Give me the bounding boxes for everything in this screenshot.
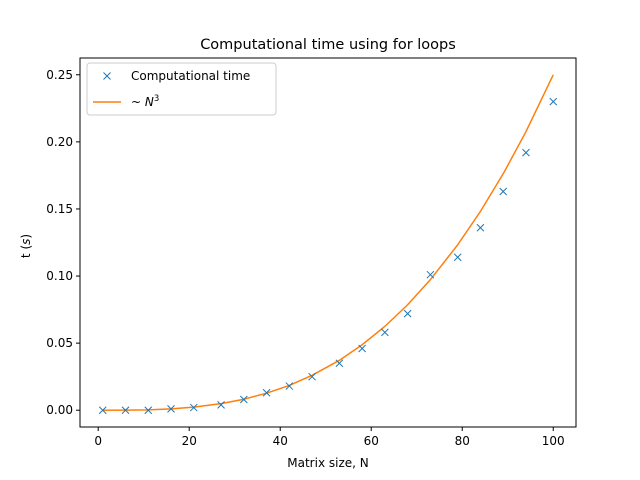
data-point [98,406,107,415]
x-tick-label: 100 [542,434,565,448]
data-point [262,388,271,397]
data-point [239,395,248,404]
data-point [189,403,198,412]
x-tick-label: 0 [94,434,102,448]
legend-label-fit-exp: 3 [154,94,159,104]
data-point [403,309,412,318]
x-tick-label: 40 [273,434,288,448]
data-point [453,253,462,262]
legend-label-fit-var: N [145,95,154,109]
y-axis-label: t (s) [19,234,33,258]
y-axis-label-main: t ( [19,245,33,258]
data-point [358,344,366,353]
data-point [167,405,175,413]
data-point [121,406,130,415]
data-point [381,328,389,337]
y-axis: 0.00 0.05 0.10 0.15 0.20 0.25 [46,68,80,417]
data-point [308,372,316,381]
legend-label-computational-time: Computational time [131,69,250,83]
legend-x-marker [103,72,111,80]
legend: Computational time ~ N3 [86,62,277,116]
y-tick-label: 0.00 [46,403,73,417]
data-point [144,406,153,415]
legend-label-fit: ~ N3 [131,94,159,109]
legend-marker-computational-time [103,72,111,80]
x-axis-label: Matrix size, N [287,456,368,470]
y-tick-label: 0.10 [46,269,73,283]
data-point [285,382,294,390]
data-point [499,187,508,196]
data-point [476,223,485,232]
data-point [335,359,344,368]
x-axis: 0 20 40 60 80 100 [94,427,565,448]
y-tick-label: 0.25 [46,68,73,82]
series-fit-line [102,74,554,411]
legend-box [86,62,277,116]
y-axis-label-end: ) [19,234,33,239]
legend-label-fit-prefix: ~ [131,95,145,109]
y-axis-label-unit: s [19,239,33,245]
y-tick-label: 0.20 [46,135,73,149]
chart-title: Computational time using for loops [200,37,456,53]
data-point [549,97,558,106]
y-tick-label: 0.15 [46,202,73,216]
series-computational-time [98,97,558,415]
data-point [217,401,225,409]
x-tick-label: 60 [364,434,379,448]
data-point [522,148,530,157]
x-tick-label: 20 [182,434,197,448]
data-point [426,270,435,279]
y-tick-label: 0.05 [46,336,73,350]
fit-line [102,74,554,411]
axes-frame [79,57,577,428]
x-tick-label: 80 [455,434,470,448]
